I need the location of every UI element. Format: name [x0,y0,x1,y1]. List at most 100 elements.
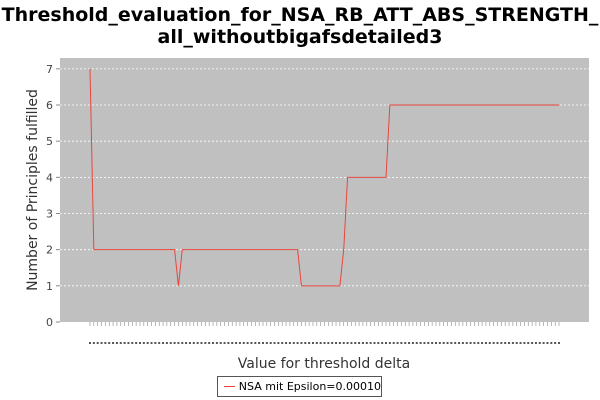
x-tick-label [554,342,557,344]
chart-title-line2: all_withoutbigafsdetailed3 [157,26,443,48]
plot-background [60,58,589,322]
x-tick-label [331,342,334,344]
x-tick-label [446,342,449,344]
x-tick-label [146,342,149,344]
x-tick-label [438,342,441,344]
y-tick-label: 6 [46,99,53,112]
x-tick-label [338,342,341,344]
x-tick-label [385,342,388,344]
x-tick-label [235,342,238,344]
x-tick-label [531,342,534,344]
x-tick-label [123,342,126,344]
series-line [89,68,559,287]
x-tick-label [358,342,361,344]
x-tick-label [442,342,445,344]
x-tick-label [119,342,122,344]
x-tick-label [346,342,349,344]
x-tick-label [327,342,330,344]
x-tick-label [492,342,495,344]
x-tick-label [454,342,457,344]
x-tick-label [500,342,503,344]
x-tick-label [127,342,130,344]
x-tick-label [542,342,545,344]
x-tick-label [231,342,234,344]
x-tick-label [304,342,307,344]
y-tick-label: 4 [46,171,53,184]
x-tick-label [411,342,414,344]
x-tick-label [115,342,118,344]
x-tick-label [154,342,157,344]
legend: NSA mit Epsilon=0.00010 [217,376,382,397]
x-tick-label [315,342,318,344]
x-tick-label [423,342,426,344]
x-tick-label [515,342,518,344]
x-tick-label [269,342,272,344]
x-tick-label [185,342,188,344]
x-tick-label [242,342,245,344]
x-tick-label [261,342,264,344]
x-tick-label [212,342,215,344]
x-tick-label [181,342,184,344]
x-tick-label [504,342,507,344]
x-tick-label [292,342,295,344]
x-tick-label [219,342,222,344]
x-tick-label [196,342,199,344]
x-tick-label [246,342,249,344]
x-tick-label [377,342,380,344]
x-tick-label [550,342,553,344]
x-tick-label [100,342,103,344]
x-tick-label [488,342,491,344]
x-tick-label [461,342,464,344]
x-tick-label [150,342,153,344]
x-tick-label [169,342,172,344]
x-tick-label [285,342,288,344]
x-tick-label [250,342,253,344]
x-tick-label [473,342,476,344]
y-tick-label: 5 [46,135,53,148]
x-tick-label [192,342,195,344]
x-tick-label [138,342,141,344]
x-tick-label [265,342,268,344]
x-tick-label [373,342,376,344]
chart-title-line1: Threshold_evaluation_for_NSA_RB_ATT_ABS_… [1,4,599,26]
x-tick-label [481,342,484,344]
x-tick-label [508,342,511,344]
x-tick-label [400,342,403,344]
x-tick-label [484,342,487,344]
y-tick-label: 0 [46,316,53,329]
x-tick-label [89,342,91,344]
y-tick-label: 2 [46,244,53,257]
x-tick-label [173,342,176,344]
x-tick-label [281,342,284,344]
x-tick-label [534,342,537,344]
x-tick-label [350,342,353,344]
x-tick-label [296,342,299,344]
x-tick-label [135,342,138,344]
x-tick-label [227,342,230,344]
x-tick-label [288,342,291,344]
x-tick-label [158,342,161,344]
x-tick-label [208,342,211,344]
x-tick-label [162,342,165,344]
y-tick-label: 7 [46,63,53,76]
x-tick-label [450,342,453,344]
y-tick-label: 3 [46,208,53,221]
x-tick-label [204,342,207,344]
x-tick-label [335,342,338,344]
x-tick-label [419,342,422,344]
x-tick-label [408,342,411,344]
x-tick-label [112,342,115,344]
x-tick-label [108,342,111,344]
x-tick-label [323,342,326,344]
x-tick-label [311,342,314,344]
legend-label: NSA mit Epsilon=0.00010 [238,380,381,393]
x-tick-label [477,342,480,344]
x-tick-label [538,342,541,344]
x-tick-label [300,342,303,344]
x-tick-label [431,342,434,344]
y-tick-label: 1 [46,280,53,293]
x-tick-label [142,342,145,344]
x-tick-label [396,342,399,344]
x-tick-label [361,342,364,344]
